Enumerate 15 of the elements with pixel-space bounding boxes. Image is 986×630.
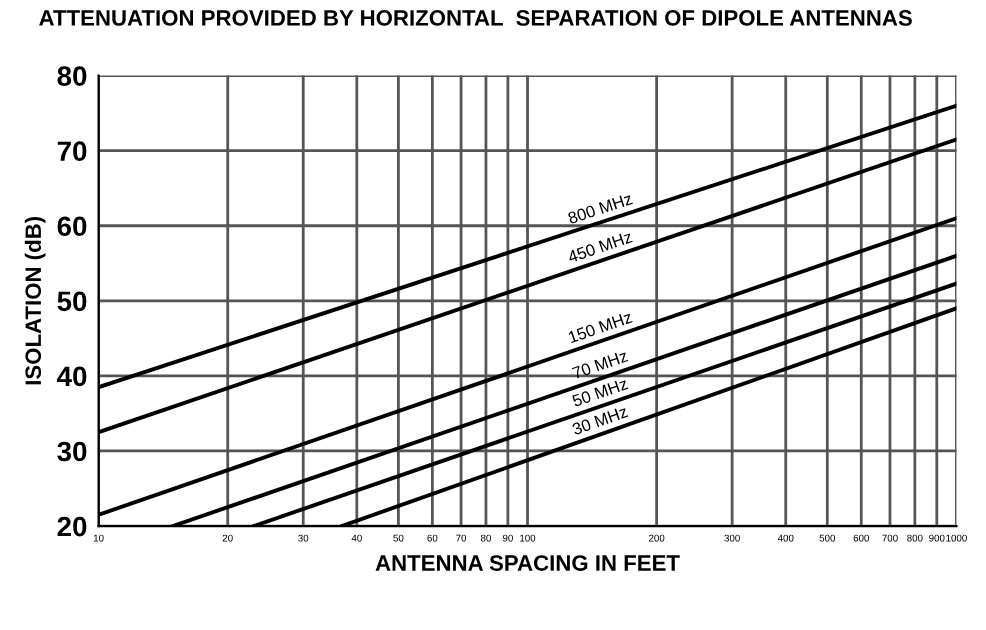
text: 450 MHz — [566, 230, 633, 264]
y-tick-label: 40 — [57, 366, 87, 387]
text: 800 MHz — [567, 192, 633, 225]
y-tick-label: 50 — [57, 291, 87, 312]
x-axis-title: ANTENNA SPACING IN FEET — [375, 555, 680, 571]
y-tick-label: 70 — [57, 141, 87, 162]
text: 30 MHz — [571, 405, 629, 436]
text: 70 MHz — [571, 349, 629, 380]
text: 50 MHz — [571, 377, 629, 408]
chart-title: ATTENUATION PROVIDED BY HORIZONTAL SEPARATION OF DIPOLE ANTENNAS — [39, 10, 912, 26]
y-axis-title: ISOLATION (dB) — [24, 216, 46, 385]
y-tick-label: 80 — [57, 66, 87, 86]
y-tick-label: 60 — [57, 216, 87, 237]
text: 150 MHz — [567, 311, 633, 344]
y-tick-label: 30 — [57, 441, 87, 462]
